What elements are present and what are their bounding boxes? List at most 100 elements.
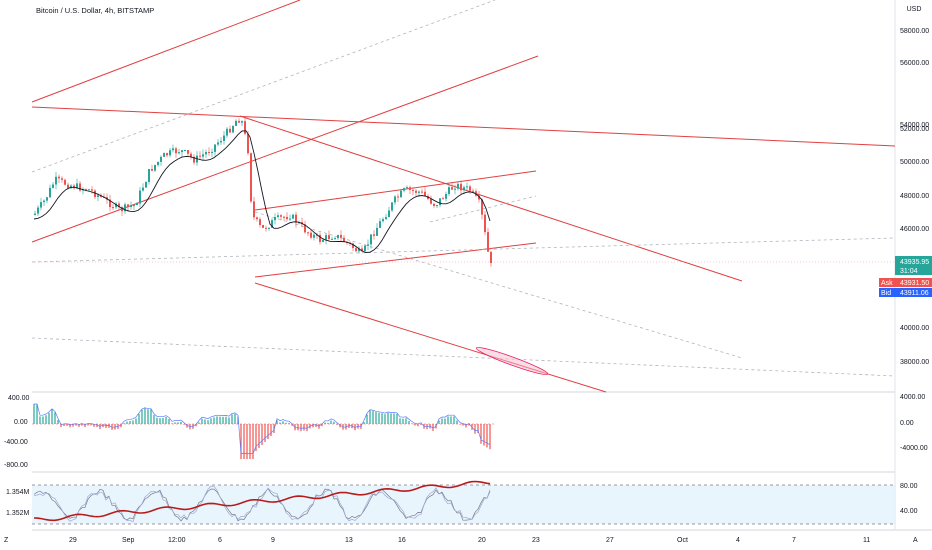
macd-bar bbox=[108, 424, 110, 428]
trendline-long-horizontal[interactable] bbox=[31, 106, 896, 147]
macd-bar bbox=[270, 424, 272, 436]
candle-body bbox=[124, 204, 126, 212]
macd-bar bbox=[399, 418, 401, 424]
candle-body bbox=[247, 133, 249, 154]
macd-bar bbox=[51, 409, 53, 424]
ask-tag bbox=[879, 278, 895, 287]
macd-bar bbox=[177, 422, 179, 424]
macd-bar bbox=[366, 414, 368, 424]
candlestick-series[interactable] bbox=[34, 117, 492, 267]
macd-histogram[interactable] bbox=[32, 403, 495, 459]
candle-body bbox=[469, 186, 471, 191]
candle-body bbox=[43, 200, 45, 203]
price-axis[interactable]: 58000.00 56000.00 54000.00 52000.00 5000… bbox=[900, 28, 929, 366]
macd-bar bbox=[228, 417, 230, 424]
time-label: 13 bbox=[345, 537, 353, 544]
trendline-descending-bottom[interactable] bbox=[254, 282, 607, 393]
macd-bar bbox=[372, 411, 374, 424]
macd-bar bbox=[144, 408, 146, 424]
candle-body bbox=[190, 153, 192, 157]
stoch-d-line bbox=[33, 485, 491, 523]
macd-bar bbox=[162, 417, 164, 424]
candle-body bbox=[199, 155, 201, 157]
candle-body bbox=[70, 185, 72, 189]
trendline-flag-upper[interactable] bbox=[254, 170, 537, 211]
candle-body bbox=[133, 205, 135, 207]
ellipse-drawing[interactable] bbox=[475, 344, 549, 378]
candle-body bbox=[370, 234, 372, 245]
macd-left-tick: 0.00 bbox=[14, 419, 28, 426]
macd-bar bbox=[132, 420, 134, 424]
bid-value: 43911.06 bbox=[900, 290, 929, 297]
macd-bar bbox=[480, 424, 482, 444]
candle-body bbox=[112, 207, 114, 209]
macd-bar bbox=[279, 422, 281, 424]
price-tick: 46000.00 bbox=[900, 226, 929, 233]
candle-body bbox=[268, 227, 270, 229]
macd-bar bbox=[168, 418, 170, 424]
macd-bar bbox=[180, 421, 182, 424]
rsi-line bbox=[33, 480, 491, 522]
candle-body bbox=[343, 237, 345, 242]
candle-body bbox=[229, 128, 231, 133]
macd-left-tick: -400.00 bbox=[4, 439, 28, 446]
stoch-right-tick: 80.00 bbox=[900, 483, 918, 490]
candle-body bbox=[304, 224, 306, 233]
candle-body bbox=[472, 190, 474, 192]
macd-bar bbox=[39, 416, 41, 424]
trendline-rising-channel[interactable] bbox=[31, 55, 539, 243]
price-tick: 38000.00 bbox=[900, 359, 929, 366]
bid-tag bbox=[879, 288, 895, 297]
candle-body bbox=[322, 239, 324, 242]
time-label: Sep bbox=[122, 537, 135, 544]
candle-body bbox=[97, 195, 99, 197]
macd-bar bbox=[123, 423, 125, 424]
macd-bar bbox=[438, 420, 440, 424]
candle-body bbox=[412, 189, 414, 191]
trendline-flag-lower[interactable] bbox=[254, 242, 537, 278]
timezone-toggle[interactable]: Z bbox=[4, 537, 9, 544]
candle-body bbox=[436, 205, 438, 207]
candle-body bbox=[58, 176, 60, 179]
candle-body bbox=[40, 202, 42, 208]
macd-bar bbox=[381, 413, 383, 424]
macd-bar bbox=[171, 423, 173, 424]
candle-body bbox=[274, 217, 276, 221]
candle-body bbox=[484, 214, 486, 233]
macd-bar bbox=[453, 416, 455, 424]
candle-body bbox=[244, 121, 246, 134]
macd-bar bbox=[48, 412, 50, 424]
auto-scale-toggle[interactable]: A bbox=[913, 537, 918, 544]
time-label: Oct bbox=[677, 537, 688, 544]
trendline-upper-channel[interactable] bbox=[31, 0, 301, 103]
trendline-descending-top[interactable] bbox=[239, 115, 743, 282]
time-label: 4 bbox=[736, 537, 740, 544]
candle-body bbox=[490, 251, 492, 264]
time-label: 23 bbox=[532, 537, 540, 544]
currency-selector[interactable]: USD bbox=[906, 6, 922, 13]
macd-bar bbox=[87, 424, 89, 426]
stoch-rsi-lines[interactable] bbox=[33, 480, 491, 523]
macd-bar bbox=[312, 424, 314, 428]
moving-average-line[interactable] bbox=[33, 130, 491, 253]
candle-body bbox=[169, 150, 171, 156]
candle-body bbox=[325, 235, 327, 240]
trendline-drawings[interactable] bbox=[31, 0, 896, 393]
candle-body bbox=[226, 128, 228, 136]
macd-bar bbox=[57, 419, 59, 424]
macd-bar bbox=[456, 420, 458, 424]
stoch-left-tick: 1.354M bbox=[6, 489, 30, 496]
time-axis[interactable]: 29 Sep 12:00 6 9 13 16 20 23 27 Oct 4 7 … bbox=[69, 537, 870, 544]
candle-body bbox=[208, 151, 210, 153]
bid-label: Bid bbox=[881, 290, 891, 297]
macd-bar bbox=[174, 422, 176, 424]
candle-body bbox=[415, 190, 417, 193]
candle-body bbox=[421, 191, 423, 193]
macd-bar bbox=[120, 424, 122, 428]
macd-bar bbox=[390, 413, 392, 424]
macd-bar bbox=[420, 424, 422, 425]
candle-body bbox=[154, 164, 156, 171]
candle-body bbox=[127, 204, 129, 207]
symbol-title[interactable]: Bitcoin / U.S. Dollar, 4h, BITSTAMP bbox=[36, 6, 155, 15]
